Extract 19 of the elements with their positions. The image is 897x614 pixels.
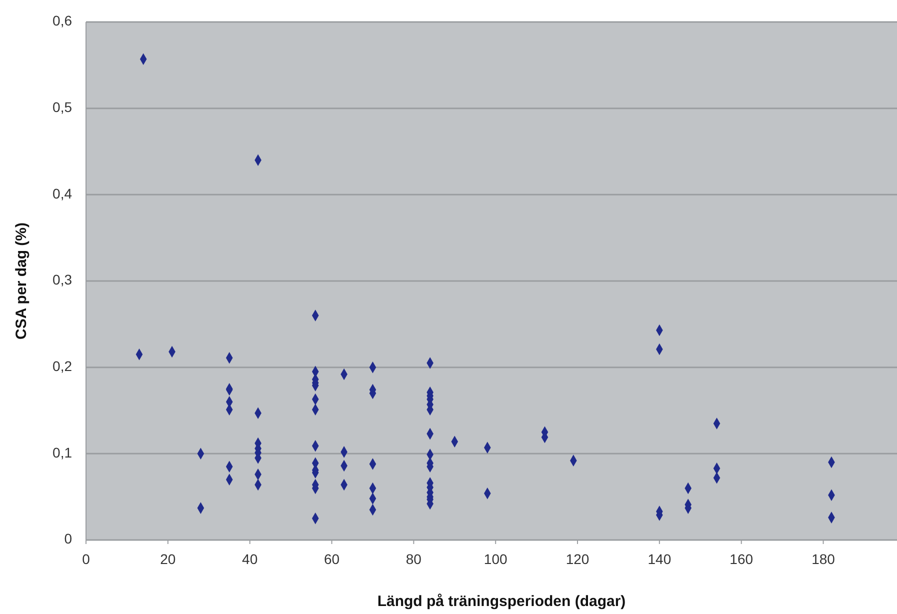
y-tick-label: 0,4 [52,185,72,202]
x-tick-label: 120 [566,551,590,567]
y-tick-label: 0,1 [52,444,72,460]
y-tick-label: 0,2 [52,358,72,374]
x-tick-label: 100 [484,551,508,567]
y-tick-label: 0,3 [52,272,72,288]
x-tick-label: 160 [730,551,754,567]
x-tick-label: 140 [648,551,672,567]
y-tick-label: 0,5 [52,99,72,116]
x-tick-label: 180 [812,551,836,567]
y-tick-label: 0 [64,530,72,547]
x-tick-label: 40 [242,551,258,567]
y-axis-title: CSA per dag (%) [13,222,30,340]
x-tick-label: 20 [160,551,176,567]
y-tick-label: 0,6 [52,12,72,29]
x-axis-title: Längd på träningsperioden (dagar) [377,593,626,610]
x-tick-label: 60 [324,551,340,567]
x-tick-label: 0 [82,551,90,567]
x-tick-label: 80 [406,551,422,567]
